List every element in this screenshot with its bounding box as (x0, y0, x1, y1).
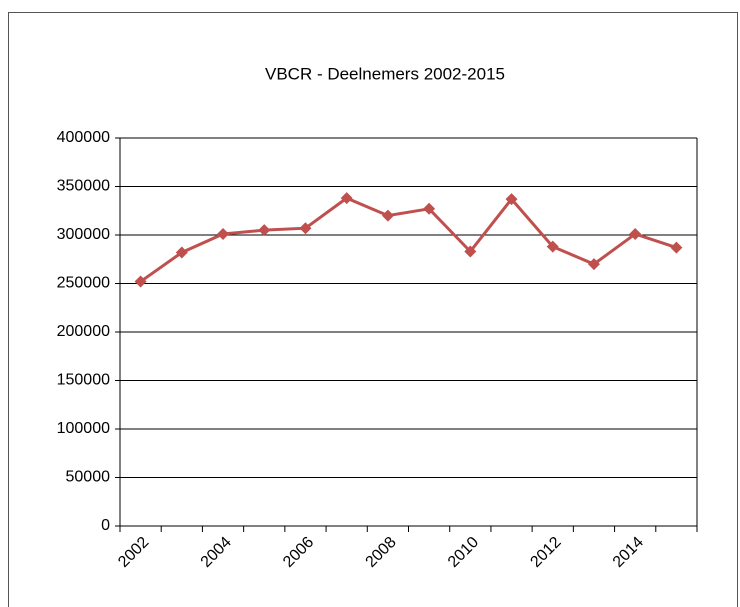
marker (340, 192, 353, 205)
series-line (139, 196, 677, 283)
marker (629, 228, 642, 241)
y-tick-label: 200000 (57, 323, 110, 340)
marker (464, 245, 477, 258)
y-tick-label: 0 (101, 517, 110, 534)
y-tick-label: 300000 (57, 226, 110, 243)
marker (546, 240, 559, 253)
chart-border (8, 12, 738, 607)
marker (175, 246, 188, 259)
y-tick-label: 400000 (57, 129, 110, 146)
marker (423, 202, 436, 215)
marker (670, 241, 683, 254)
y-tick-label: 350000 (57, 178, 110, 195)
marker (587, 258, 600, 271)
y-tick-label: 50000 (66, 469, 111, 486)
chart-title: VBCR - Deelnemers 2002-2015 (265, 64, 505, 83)
y-tick-label: 250000 (57, 275, 110, 292)
marker (381, 209, 394, 222)
marker (299, 222, 312, 235)
marker (217, 228, 230, 241)
marker (505, 193, 518, 206)
y-tick-label: 150000 (57, 372, 110, 389)
marker (134, 275, 147, 288)
y-tick-label: 100000 (57, 420, 110, 437)
marker (258, 224, 271, 237)
